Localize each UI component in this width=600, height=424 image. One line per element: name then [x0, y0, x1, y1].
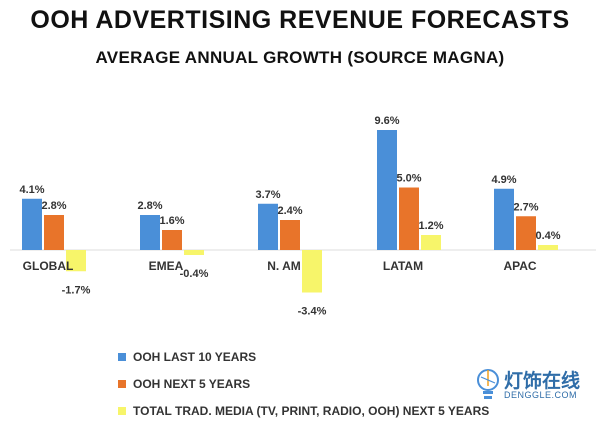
bar-apac-s0: [494, 188, 514, 250]
category-label: APAC: [503, 259, 536, 273]
bar-global-s0: [22, 198, 42, 250]
data-label: 2.8%: [137, 200, 162, 212]
data-label: -0.4%: [180, 268, 209, 280]
data-label: 2.7%: [513, 201, 538, 213]
lightbulb-icon: [477, 369, 499, 399]
data-label: 3.7%: [255, 189, 280, 201]
data-label: 0.4%: [535, 230, 560, 242]
bar-emea-s0: [140, 215, 160, 250]
data-label: 5.0%: [396, 173, 421, 185]
watermark-logo: 灯饰在线 DENGGLE.COM: [474, 366, 594, 410]
bar-global-s1: [44, 215, 64, 250]
data-label: 2.4%: [277, 205, 302, 217]
legend-item: OOH LAST 10 YEARS: [118, 343, 489, 370]
data-label: 4.9%: [491, 174, 516, 186]
bar-emea-s2: [184, 250, 204, 255]
logo-subtext: DENGGLE.COM: [504, 390, 578, 400]
legend-label: OOH LAST 10 YEARS: [133, 349, 257, 364]
legend-item: OOH NEXT 5 YEARS: [118, 370, 489, 397]
data-label: 9.6%: [374, 115, 399, 127]
logo-text: 灯饰在线: [504, 371, 581, 392]
category-label: EMEA: [149, 259, 184, 273]
legend-item: TOTAL TRAD. MEDIA (TV, PRINT, RADIO, OOH…: [118, 397, 489, 424]
chart-title: OOH ADVERTISING REVENUE FORECASTS: [30, 6, 570, 34]
category-label: LATAM: [383, 259, 423, 273]
data-label: -1.7%: [62, 284, 91, 296]
data-label: 4.1%: [19, 184, 44, 196]
bar-emea-s1: [162, 230, 182, 250]
legend-label: TOTAL TRAD. MEDIA (TV, PRINT, RADIO, OOH…: [133, 403, 490, 418]
bar-global-s2: [66, 250, 86, 272]
legend-swatch: [118, 352, 126, 361]
bar-latam-s0: [377, 130, 397, 250]
bar-nam-s0: [258, 203, 278, 250]
bar-latam-s1: [399, 187, 419, 250]
bar-latam-s2: [421, 235, 441, 250]
legend-swatch: [118, 379, 126, 388]
bar-apac-s1: [516, 216, 536, 250]
category-label: GLOBAL: [23, 259, 74, 273]
data-label: -3.4%: [298, 306, 327, 318]
data-label: 1.2%: [418, 220, 443, 232]
bar-nam-s1: [280, 220, 300, 250]
bar-nam-s2: [302, 250, 322, 293]
legend-label: OOH NEXT 5 YEARS: [133, 376, 251, 391]
chart-subtitle: AVERAGE ANNUAL GROWTH (SOURCE MAGNA): [95, 48, 505, 67]
bar-apac-s2: [538, 245, 558, 250]
legend-swatch: [118, 406, 126, 415]
data-label: 2.8%: [41, 200, 66, 212]
category-label: N. AM: [267, 259, 301, 273]
legend: OOH LAST 10 YEARS OOH NEXT 5 YEARS TOTAL…: [118, 343, 489, 424]
data-label: 1.6%: [159, 215, 184, 227]
